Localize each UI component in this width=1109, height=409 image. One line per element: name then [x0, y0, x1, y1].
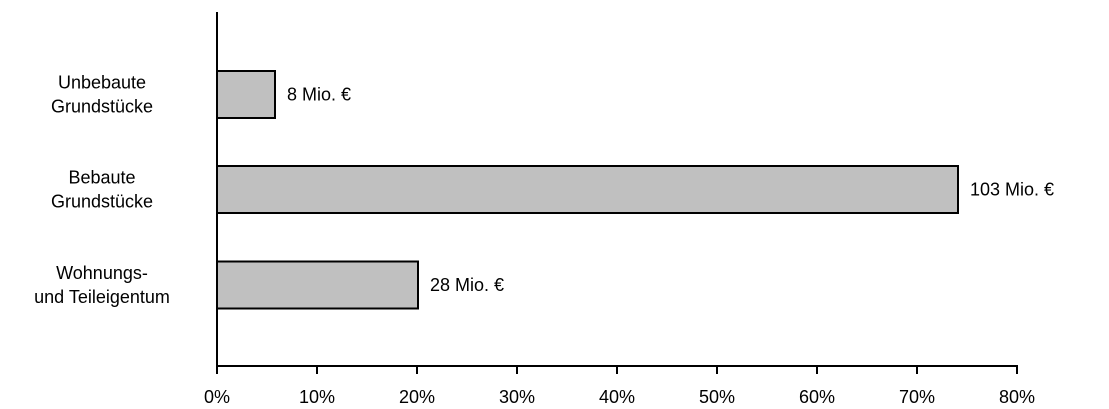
- category-label-2: Wohnungs-und Teileigentum: [34, 263, 170, 307]
- x-tick-label-1: 10%: [299, 387, 335, 407]
- category-label-line: Unbebaute: [58, 73, 146, 93]
- category-label-line: Bebaute: [68, 168, 135, 188]
- x-tick-label-7: 70%: [899, 387, 935, 407]
- x-tick-labels: 0% 10% 20% 30% 40% 50% 60% 70% 80%: [204, 387, 1035, 407]
- data-labels: 8 Mio. € 103 Mio. € 28 Mio. €: [287, 85, 1054, 296]
- category-labels: Unbebaute Grundstücke Bebaute Grundstücke Wo…: [34, 73, 170, 308]
- bars: [216, 70, 959, 310]
- x-tick-label-2: 20%: [399, 387, 435, 407]
- x-tick-label-6: 60%: [799, 387, 835, 407]
- x-tick-label-8: 80%: [999, 387, 1035, 407]
- bar-2: [216, 260, 419, 310]
- x-tick-label-5: 50%: [699, 387, 735, 407]
- data-label-2: 28 Mio. €: [430, 275, 504, 295]
- category-label-1: Bebaute Grundstücke: [51, 168, 153, 212]
- x-tick-label-0: 0%: [204, 387, 230, 407]
- data-label-0: 8 Mio. €: [287, 85, 351, 105]
- category-label-line: Grundstücke: [51, 97, 153, 117]
- bar-1: [216, 165, 959, 214]
- axes: [216, 12, 1018, 374]
- category-label-line: Grundstücke: [51, 192, 153, 212]
- data-label-1: 103 Mio. €: [970, 180, 1054, 200]
- x-tick-label-3: 30%: [499, 387, 535, 407]
- category-label-0: Unbebaute Grundstücke: [51, 73, 153, 117]
- bar-0: [216, 70, 276, 119]
- category-label-line: und Teileigentum: [34, 287, 170, 307]
- x-tick-label-4: 40%: [599, 387, 635, 407]
- category-label-line: Wohnungs-: [56, 263, 148, 283]
